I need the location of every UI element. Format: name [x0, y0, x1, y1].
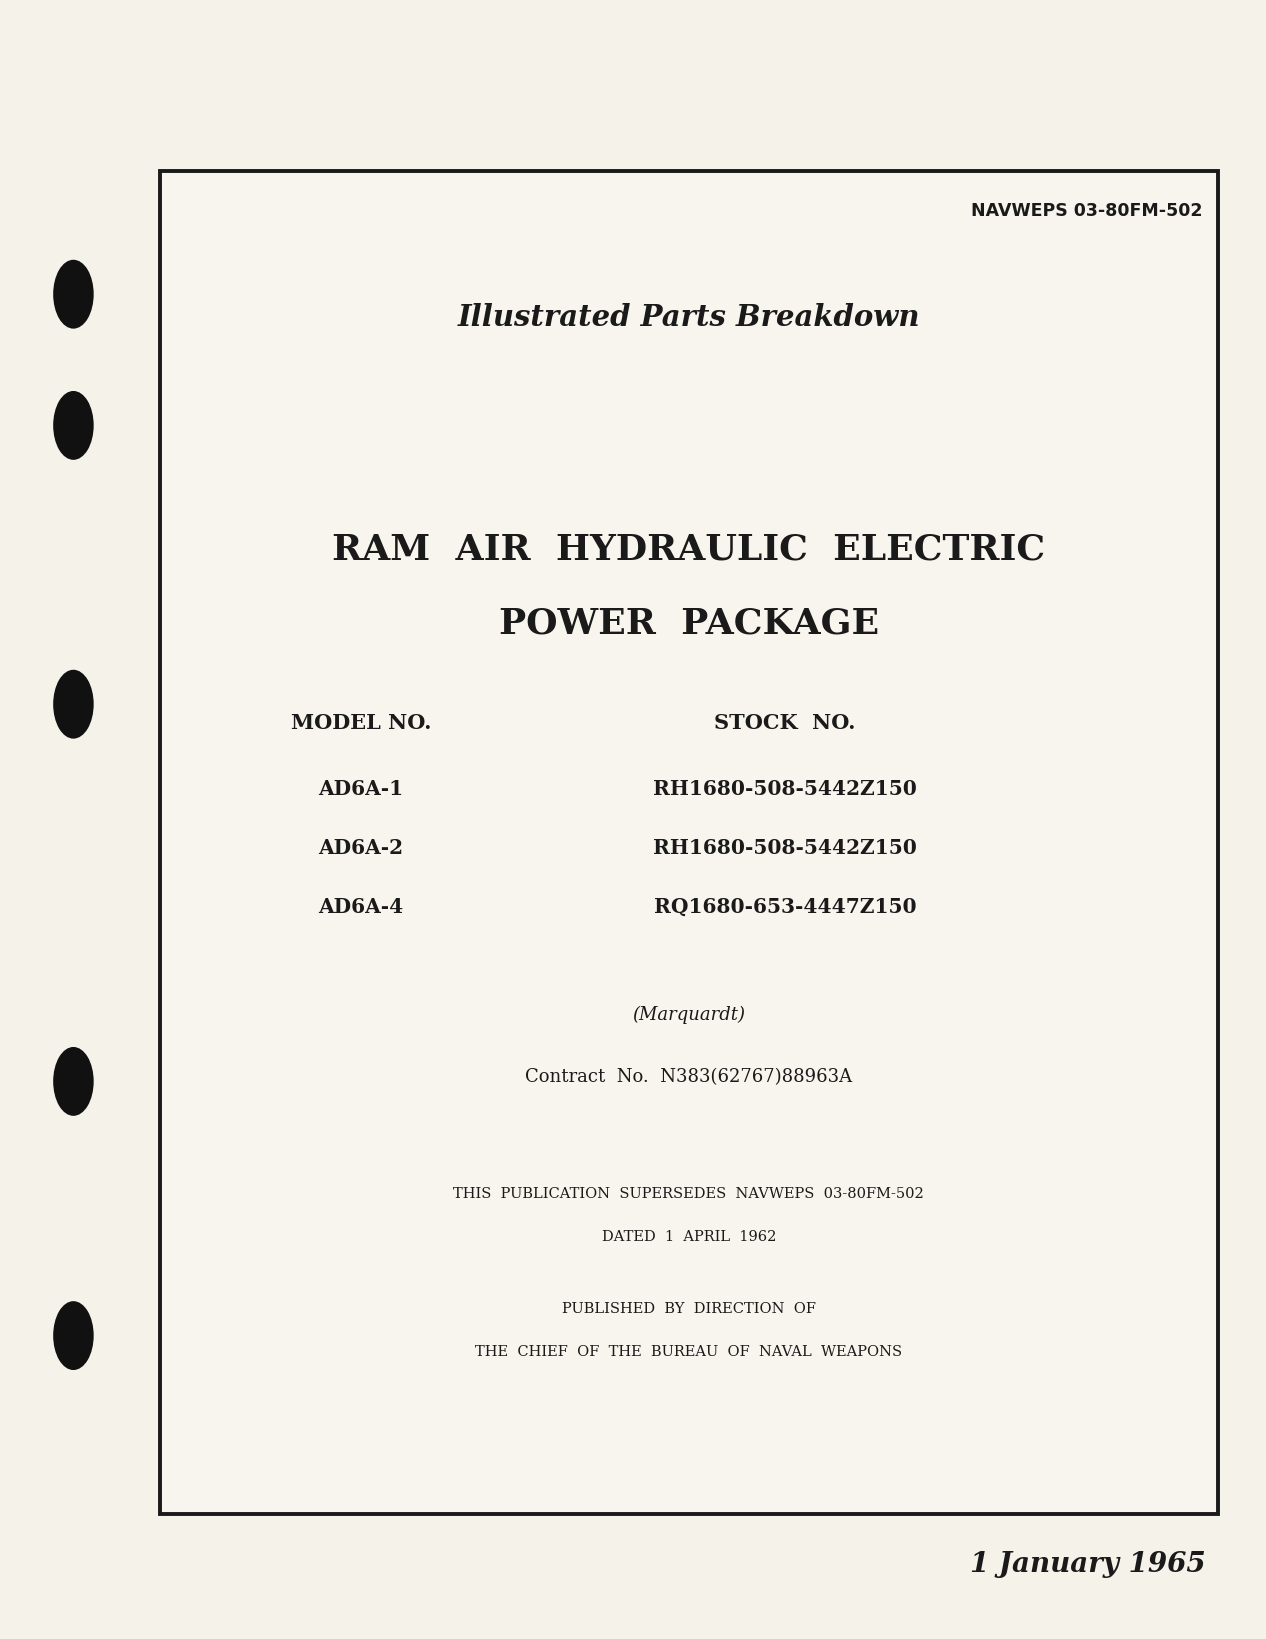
Text: AD6A-1: AD6A-1	[318, 779, 404, 798]
Text: DATED  1  APRIL  1962: DATED 1 APRIL 1962	[601, 1229, 776, 1244]
Text: RH1680-508-5442Z150: RH1680-508-5442Z150	[653, 779, 917, 798]
Text: RQ1680-653-4447Z150: RQ1680-653-4447Z150	[653, 897, 917, 916]
Text: THIS  PUBLICATION  SUPERSEDES  NAVWEPS  03-80FM-502: THIS PUBLICATION SUPERSEDES NAVWEPS 03-8…	[453, 1187, 924, 1201]
Text: Contract  No.  N383(62767)88963A: Contract No. N383(62767)88963A	[525, 1067, 852, 1085]
Text: THE  CHIEF  OF  THE  BUREAU  OF  NAVAL  WEAPONS: THE CHIEF OF THE BUREAU OF NAVAL WEAPONS	[475, 1344, 903, 1359]
Text: RAM  AIR  HYDRAULIC  ELECTRIC: RAM AIR HYDRAULIC ELECTRIC	[332, 533, 1046, 567]
Text: NAVWEPS 03-80FM-502: NAVWEPS 03-80FM-502	[971, 202, 1203, 220]
Text: RH1680-508-5442Z150: RH1680-508-5442Z150	[653, 838, 917, 857]
Text: MODEL NO.: MODEL NO.	[291, 713, 430, 733]
Ellipse shape	[53, 392, 94, 461]
Text: AD6A-4: AD6A-4	[318, 897, 404, 916]
Text: (Marquardt): (Marquardt)	[632, 1005, 746, 1023]
Text: Illustrated Parts Breakdown: Illustrated Parts Breakdown	[457, 303, 920, 333]
Text: 1 January 1965: 1 January 1965	[970, 1550, 1205, 1577]
Ellipse shape	[53, 261, 94, 329]
Bar	[160, 172, 1218, 1514]
Text: STOCK  NO.: STOCK NO.	[714, 713, 856, 733]
Text: POWER  PACKAGE: POWER PACKAGE	[499, 606, 879, 641]
Text: AD6A-2: AD6A-2	[318, 838, 404, 857]
Text: PUBLISHED  BY  DIRECTION  OF: PUBLISHED BY DIRECTION OF	[562, 1301, 815, 1316]
Ellipse shape	[53, 670, 94, 739]
Ellipse shape	[53, 1047, 94, 1116]
Ellipse shape	[53, 1301, 94, 1370]
